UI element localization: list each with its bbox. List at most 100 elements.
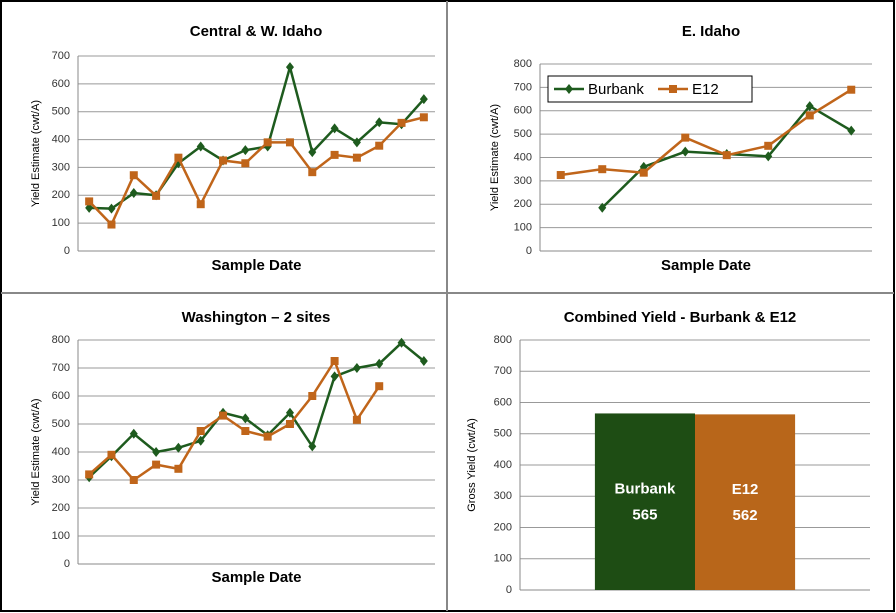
y-tick-label: 300	[514, 175, 532, 187]
data-point	[196, 141, 205, 152]
data-point	[219, 411, 228, 420]
data-point	[330, 150, 339, 159]
y-tick-label: 700	[52, 50, 70, 62]
bar	[695, 414, 796, 590]
legend-label: E12	[692, 81, 719, 98]
y-axis-label: Gross Yield (cwt/A)	[466, 418, 478, 512]
data-point	[805, 101, 814, 112]
data-point	[681, 133, 690, 142]
data-point	[241, 427, 250, 435]
data-point	[129, 476, 138, 484]
y-tick-label: 200	[494, 521, 512, 533]
data-point	[263, 138, 272, 147]
y-axis-label: Yield Estimate (cwt/A)	[30, 100, 42, 207]
data-point	[196, 200, 205, 209]
legend-marker	[669, 85, 677, 93]
series-line	[89, 62, 425, 210]
data-point	[285, 420, 294, 428]
data-point	[556, 171, 565, 180]
y-tick-label: 0	[64, 245, 70, 257]
y-tick-label: 600	[514, 105, 532, 117]
bar-category-label: Burbank	[615, 481, 677, 498]
data-point	[308, 392, 317, 400]
y-tick-label: 700	[514, 81, 532, 93]
bar	[594, 413, 695, 590]
y-tick-label: 0	[64, 558, 70, 570]
data-point	[419, 94, 428, 105]
legend-marker	[565, 84, 573, 94]
data-point	[681, 146, 690, 157]
data-point	[330, 123, 339, 134]
data-point	[764, 151, 773, 162]
data-point	[107, 203, 116, 214]
x-axis-label: Sample Date	[211, 569, 301, 586]
data-point	[330, 371, 339, 382]
y-tick-label: 300	[494, 490, 512, 502]
y-tick-label: 0	[506, 584, 512, 596]
data-point	[285, 62, 294, 73]
data-point	[107, 450, 116, 459]
data-point	[722, 151, 731, 160]
data-point	[419, 113, 428, 122]
data-point	[196, 427, 205, 435]
y-tick-label: 100	[52, 530, 70, 542]
data-point	[352, 363, 361, 373]
data-point	[308, 168, 317, 177]
data-point	[129, 188, 138, 199]
data-point	[419, 356, 428, 366]
y-tick-label: 400	[52, 133, 70, 145]
data-point	[397, 118, 406, 127]
y-tick-label: 700	[494, 365, 512, 377]
data-point	[241, 145, 250, 156]
data-point	[85, 197, 94, 206]
data-point	[174, 464, 183, 473]
data-point	[639, 168, 648, 177]
series-line	[88, 116, 425, 227]
data-point	[152, 191, 161, 200]
data-point	[174, 153, 183, 162]
data-point	[152, 447, 161, 457]
data-point	[219, 156, 228, 165]
y-axis-label: Yield Estimate (cwt/A)	[30, 398, 42, 505]
data-point	[129, 428, 138, 439]
bar-value-label: 562	[733, 507, 758, 524]
data-point	[308, 147, 317, 158]
legend-label: Burbank	[588, 81, 644, 98]
data-point	[285, 407, 294, 418]
data-point	[805, 111, 814, 120]
y-tick-label: 0	[526, 245, 532, 257]
y-tick-label: 500	[494, 428, 512, 440]
data-point	[285, 138, 294, 147]
y-tick-label: 300	[52, 161, 70, 173]
data-point	[598, 202, 607, 213]
data-point	[598, 165, 607, 174]
data-point	[375, 141, 384, 150]
y-tick-label: 600	[52, 78, 70, 90]
data-point	[375, 117, 384, 128]
y-tick-label: 200	[52, 502, 70, 514]
y-tick-label: 600	[52, 390, 70, 402]
y-tick-label: 400	[52, 446, 70, 458]
data-point	[847, 85, 856, 94]
y-tick-label: 800	[514, 58, 532, 70]
data-point	[241, 159, 250, 168]
data-point	[375, 382, 384, 391]
data-point	[352, 415, 361, 424]
x-axis-label: Sample Date	[661, 257, 751, 274]
y-tick-label: 500	[52, 418, 70, 430]
y-tick-label: 500	[52, 106, 70, 118]
x-axis-label: Sample Date	[211, 257, 301, 274]
y-tick-label: 800	[52, 334, 70, 346]
bar-category-label: E12	[732, 481, 759, 498]
y-tick-label: 400	[494, 459, 512, 471]
y-tick-label: 700	[52, 362, 70, 374]
y-tick-label: 800	[494, 334, 512, 346]
data-point	[397, 337, 406, 348]
data-point	[241, 413, 250, 424]
y-tick-label: 100	[494, 553, 512, 565]
y-tick-label: 500	[514, 128, 532, 140]
y-tick-label: 100	[52, 217, 70, 229]
series-line	[560, 88, 852, 177]
y-tick-label: 600	[494, 396, 512, 408]
